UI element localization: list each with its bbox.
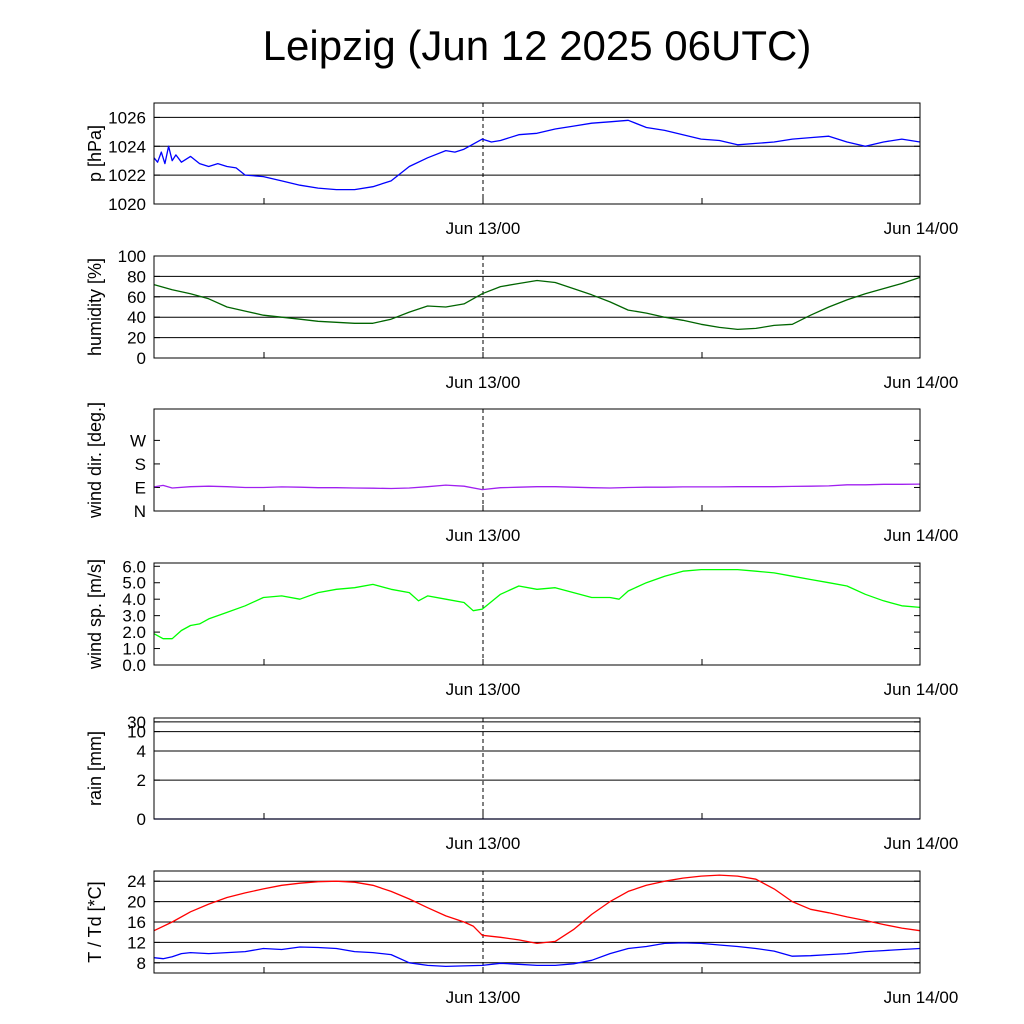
wind-speed-ytick-label: 5.0 [122,574,146,593]
temperature-ytick-label: 24 [127,872,146,891]
temperature-xtick-label: Jun 14/00 [884,988,959,1007]
pressure-ytick-label: 1022 [108,166,146,185]
humidity-ytick-label: 100 [118,247,146,266]
humidity-ytick-label: 80 [127,267,146,286]
rain-ytick-label: 0 [137,810,146,829]
humidity-series-line [153,276,921,331]
wind-direction-ytick-label: W [130,431,146,450]
temperature-plot-frame [153,870,921,974]
humidity-ylabel: humidity [%] [85,258,105,356]
wind-speed-xtick-label: Jun 13/00 [446,680,521,699]
humidity-ytick-label: 20 [127,329,146,348]
pressure-ytick-label: 1024 [108,137,146,156]
wind-speed-plot-frame [153,562,921,666]
temperature-series-line [153,874,921,945]
wind-speed-xtick-label: Jun 14/00 [884,680,959,699]
wind-direction-xtick-label: Jun 14/00 [884,526,959,545]
wind-direction-xtick-label: Jun 13/00 [446,526,521,545]
humidity-plot-frame [153,255,921,359]
pressure-plot-frame [153,102,921,205]
rain-ylabel: rain [mm] [85,731,105,806]
rain-ytick-label: 4 [137,742,146,761]
rain-xtick-label: Jun 14/00 [884,834,959,853]
wind-speed-ytick-label: 0.0 [122,656,146,675]
humidity-ytick-label: 0 [137,349,146,368]
wind-direction-ylabel: wind dir. [deg.] [85,402,105,519]
wind-direction-plot-frame [153,408,921,512]
chart-title: Leipzig (Jun 12 2025 06UTC) [262,22,812,69]
wind-direction-ytick-label: S [135,455,146,474]
wind-speed-ytick-label: 1.0 [122,640,146,659]
temperature-xtick-label: Jun 13/00 [446,988,521,1007]
humidity-ytick-label: 60 [127,288,146,307]
temperature-ytick-label: 20 [127,893,146,912]
wind-speed-ytick-label: 2.0 [122,623,146,642]
pressure-ytick-label: 1026 [108,108,146,127]
wind-speed-ytick-label: 6.0 [122,557,146,576]
pressure-series-line [153,119,921,191]
temperature-ytick-label: 8 [137,954,146,973]
wind-direction-series-line [153,483,921,491]
wind-direction-ytick-label: N [134,502,146,521]
rain-plot-frame [153,717,921,820]
temperature-ytick-label: 12 [127,933,146,952]
pressure-ytick-label: 1020 [108,195,146,214]
temperature-ytick-label: 16 [127,913,146,932]
pressure-ylabel: p [hPa] [85,125,105,182]
rain-ytick-label: 10 [127,723,146,742]
rain-xtick-label: Jun 13/00 [446,834,521,853]
temperature-ylabel: T / Td [*C] [85,881,105,962]
wind-speed-ytick-label: 3.0 [122,607,146,626]
wind-speed-series-line [153,568,921,640]
temperature-series-line [153,942,921,968]
rain-ytick-label: 30 [127,713,146,732]
wind-speed-ytick-label: 4.0 [122,590,146,609]
humidity-ytick-label: 40 [127,308,146,327]
wind-speed-ylabel: wind sp. [m/s] [85,559,105,670]
pressure-xtick-label: Jun 14/00 [884,219,959,238]
wind-direction-ytick-label: E [135,478,146,497]
humidity-xtick-label: Jun 14/00 [884,373,959,392]
humidity-xtick-label: Jun 13/00 [446,373,521,392]
rain-ytick-label: 2 [137,771,146,790]
pressure-xtick-label: Jun 13/00 [446,219,521,238]
